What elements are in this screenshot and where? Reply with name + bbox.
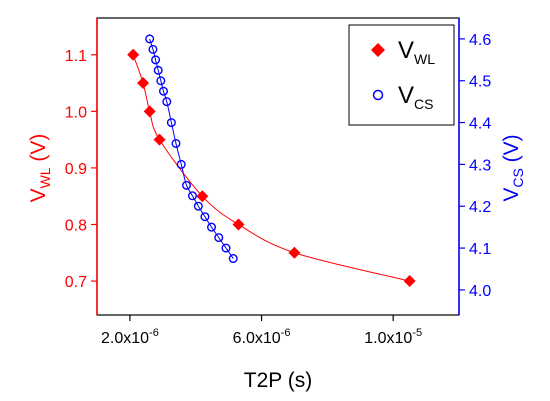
x-axis-title: T2P (s): [244, 369, 312, 392]
point-wl: [403, 275, 416, 288]
legend-box: [348, 24, 455, 126]
point-cs: [158, 86, 168, 96]
right-tick-label: 4.6: [469, 32, 491, 49]
right-tick-label: 4.1: [469, 241, 491, 258]
x-tick-label: 2.0x10-6: [101, 327, 159, 347]
point-cs: [187, 191, 197, 201]
left-axis-title-main: V: [27, 188, 50, 202]
point-cs: [182, 180, 192, 190]
legend: VWL VCS: [348, 24, 455, 126]
left-tick-label: 0.8: [65, 217, 87, 234]
data-marks: [127, 34, 416, 288]
right-tick-label: 4.3: [469, 157, 491, 174]
axes: 0.7 0.8 0.9 1.0 1.1 4.0 4.1 4.2 4.3 4.4 4.5 4.6 2.0x…: [65, 18, 491, 347]
point-cs: [214, 233, 224, 243]
right-tick-label: 4.4: [469, 116, 491, 133]
point-cs: [193, 201, 203, 211]
point-cs: [148, 44, 158, 54]
point-wl: [288, 246, 301, 259]
left-tick-label: 1.1: [65, 48, 87, 65]
left-tick-label: 0.7: [65, 274, 87, 291]
point-wl: [137, 77, 150, 90]
point-cs: [151, 55, 161, 65]
point-cs: [145, 34, 155, 44]
left-tick-label: 0.9: [65, 161, 87, 178]
right-axis-title-unit: (V): [500, 134, 523, 168]
point-wl: [143, 105, 156, 118]
x-tick-label: 6.0x10-6: [233, 327, 291, 347]
point-wl: [153, 133, 166, 146]
point-cs: [176, 159, 186, 169]
point-cs: [200, 212, 210, 222]
right-tick-label: 4.2: [469, 199, 491, 216]
point-wl: [127, 48, 140, 61]
point-cs: [228, 254, 238, 264]
point-cs: [156, 76, 166, 86]
right-tick-label: 4.5: [469, 74, 491, 91]
x-tick-label: 1.0x10-5: [364, 327, 422, 347]
legend-marker-vcs: [372, 89, 384, 101]
point-cs: [207, 222, 217, 232]
right-axis-title-sub: CS: [510, 168, 526, 187]
left-axis-title-sub: WL: [37, 167, 53, 188]
right-axis-title: VCS (V): [500, 134, 526, 201]
legend-marker-vwl: [371, 43, 385, 57]
point-cs: [221, 243, 231, 253]
left-tick-label: 1.0: [65, 104, 87, 121]
legend-label-vcs: VCS: [398, 82, 433, 112]
point-cs: [166, 118, 176, 128]
point-cs: [171, 138, 181, 148]
fit-curve-cs: [149, 38, 234, 259]
point-cs: [162, 97, 172, 107]
left-axis-title-unit: (V): [27, 134, 50, 168]
left-axis-title: VWL (V): [27, 134, 53, 203]
point-wl: [196, 190, 209, 203]
point-cs: [153, 65, 163, 75]
point-wl: [232, 218, 245, 231]
right-axis-title-main: V: [500, 188, 523, 202]
legend-label-vwl: VWL: [398, 37, 435, 67]
right-tick-label: 4.0: [469, 283, 491, 300]
